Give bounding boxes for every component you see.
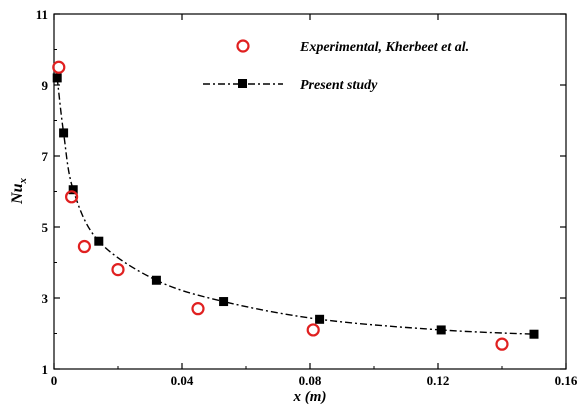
data-markers — [52, 60, 539, 351]
legend-label-present: Present study — [300, 78, 378, 93]
y-tick-label: 9 — [42, 78, 49, 93]
experimental-point — [52, 60, 66, 74]
present-study-point — [315, 314, 325, 324]
present-study-point — [219, 297, 229, 307]
experimental-point — [191, 302, 205, 316]
present-study-point — [94, 236, 104, 246]
present-study-point — [151, 275, 161, 285]
experimental-point — [64, 190, 79, 204]
experimental-point — [306, 323, 320, 337]
experimental-point — [111, 263, 125, 277]
present-study-curve — [56, 77, 535, 335]
x-tick-label: 0 — [51, 373, 58, 388]
y-axis-title: Nux — [9, 178, 29, 205]
legend: Experimental, Kherbeet et al. Present st… — [203, 39, 469, 93]
x-axis-title: x (m) — [293, 389, 327, 405]
y-tick-label: 3 — [42, 291, 49, 306]
present-study-point — [68, 185, 78, 195]
legend-label-experimental: Experimental, Kherbeet et al. — [299, 40, 469, 55]
axis-ticks: 0 0.04 0.08 0.12 0.16 1 3 5 7 9 11 — [36, 7, 578, 388]
y-axis-title-sub: x — [17, 178, 29, 185]
y-tick-label: 11 — [36, 7, 48, 22]
present-study-point — [436, 325, 446, 335]
y-tick-label: 1 — [42, 362, 49, 377]
present-study-point — [529, 329, 539, 339]
legend-marker-present — [238, 79, 247, 88]
legend-marker-experimental — [236, 39, 250, 53]
experimental-point — [495, 337, 509, 351]
y-tick-label: 7 — [42, 149, 49, 164]
y-axis-title-main: Nu — [9, 183, 26, 205]
present-study-point — [52, 73, 62, 83]
x-tick-label: 0.08 — [299, 373, 322, 388]
x-tick-label: 0.12 — [427, 373, 450, 388]
experimental-point — [77, 239, 92, 254]
y-tick-label: 5 — [42, 220, 49, 235]
present-study-line — [56, 77, 535, 335]
x-tick-label: 0.16 — [555, 373, 578, 388]
x-tick-label: 0.04 — [171, 373, 194, 388]
present-study-point — [59, 128, 69, 138]
plot-area — [53, 13, 567, 370]
